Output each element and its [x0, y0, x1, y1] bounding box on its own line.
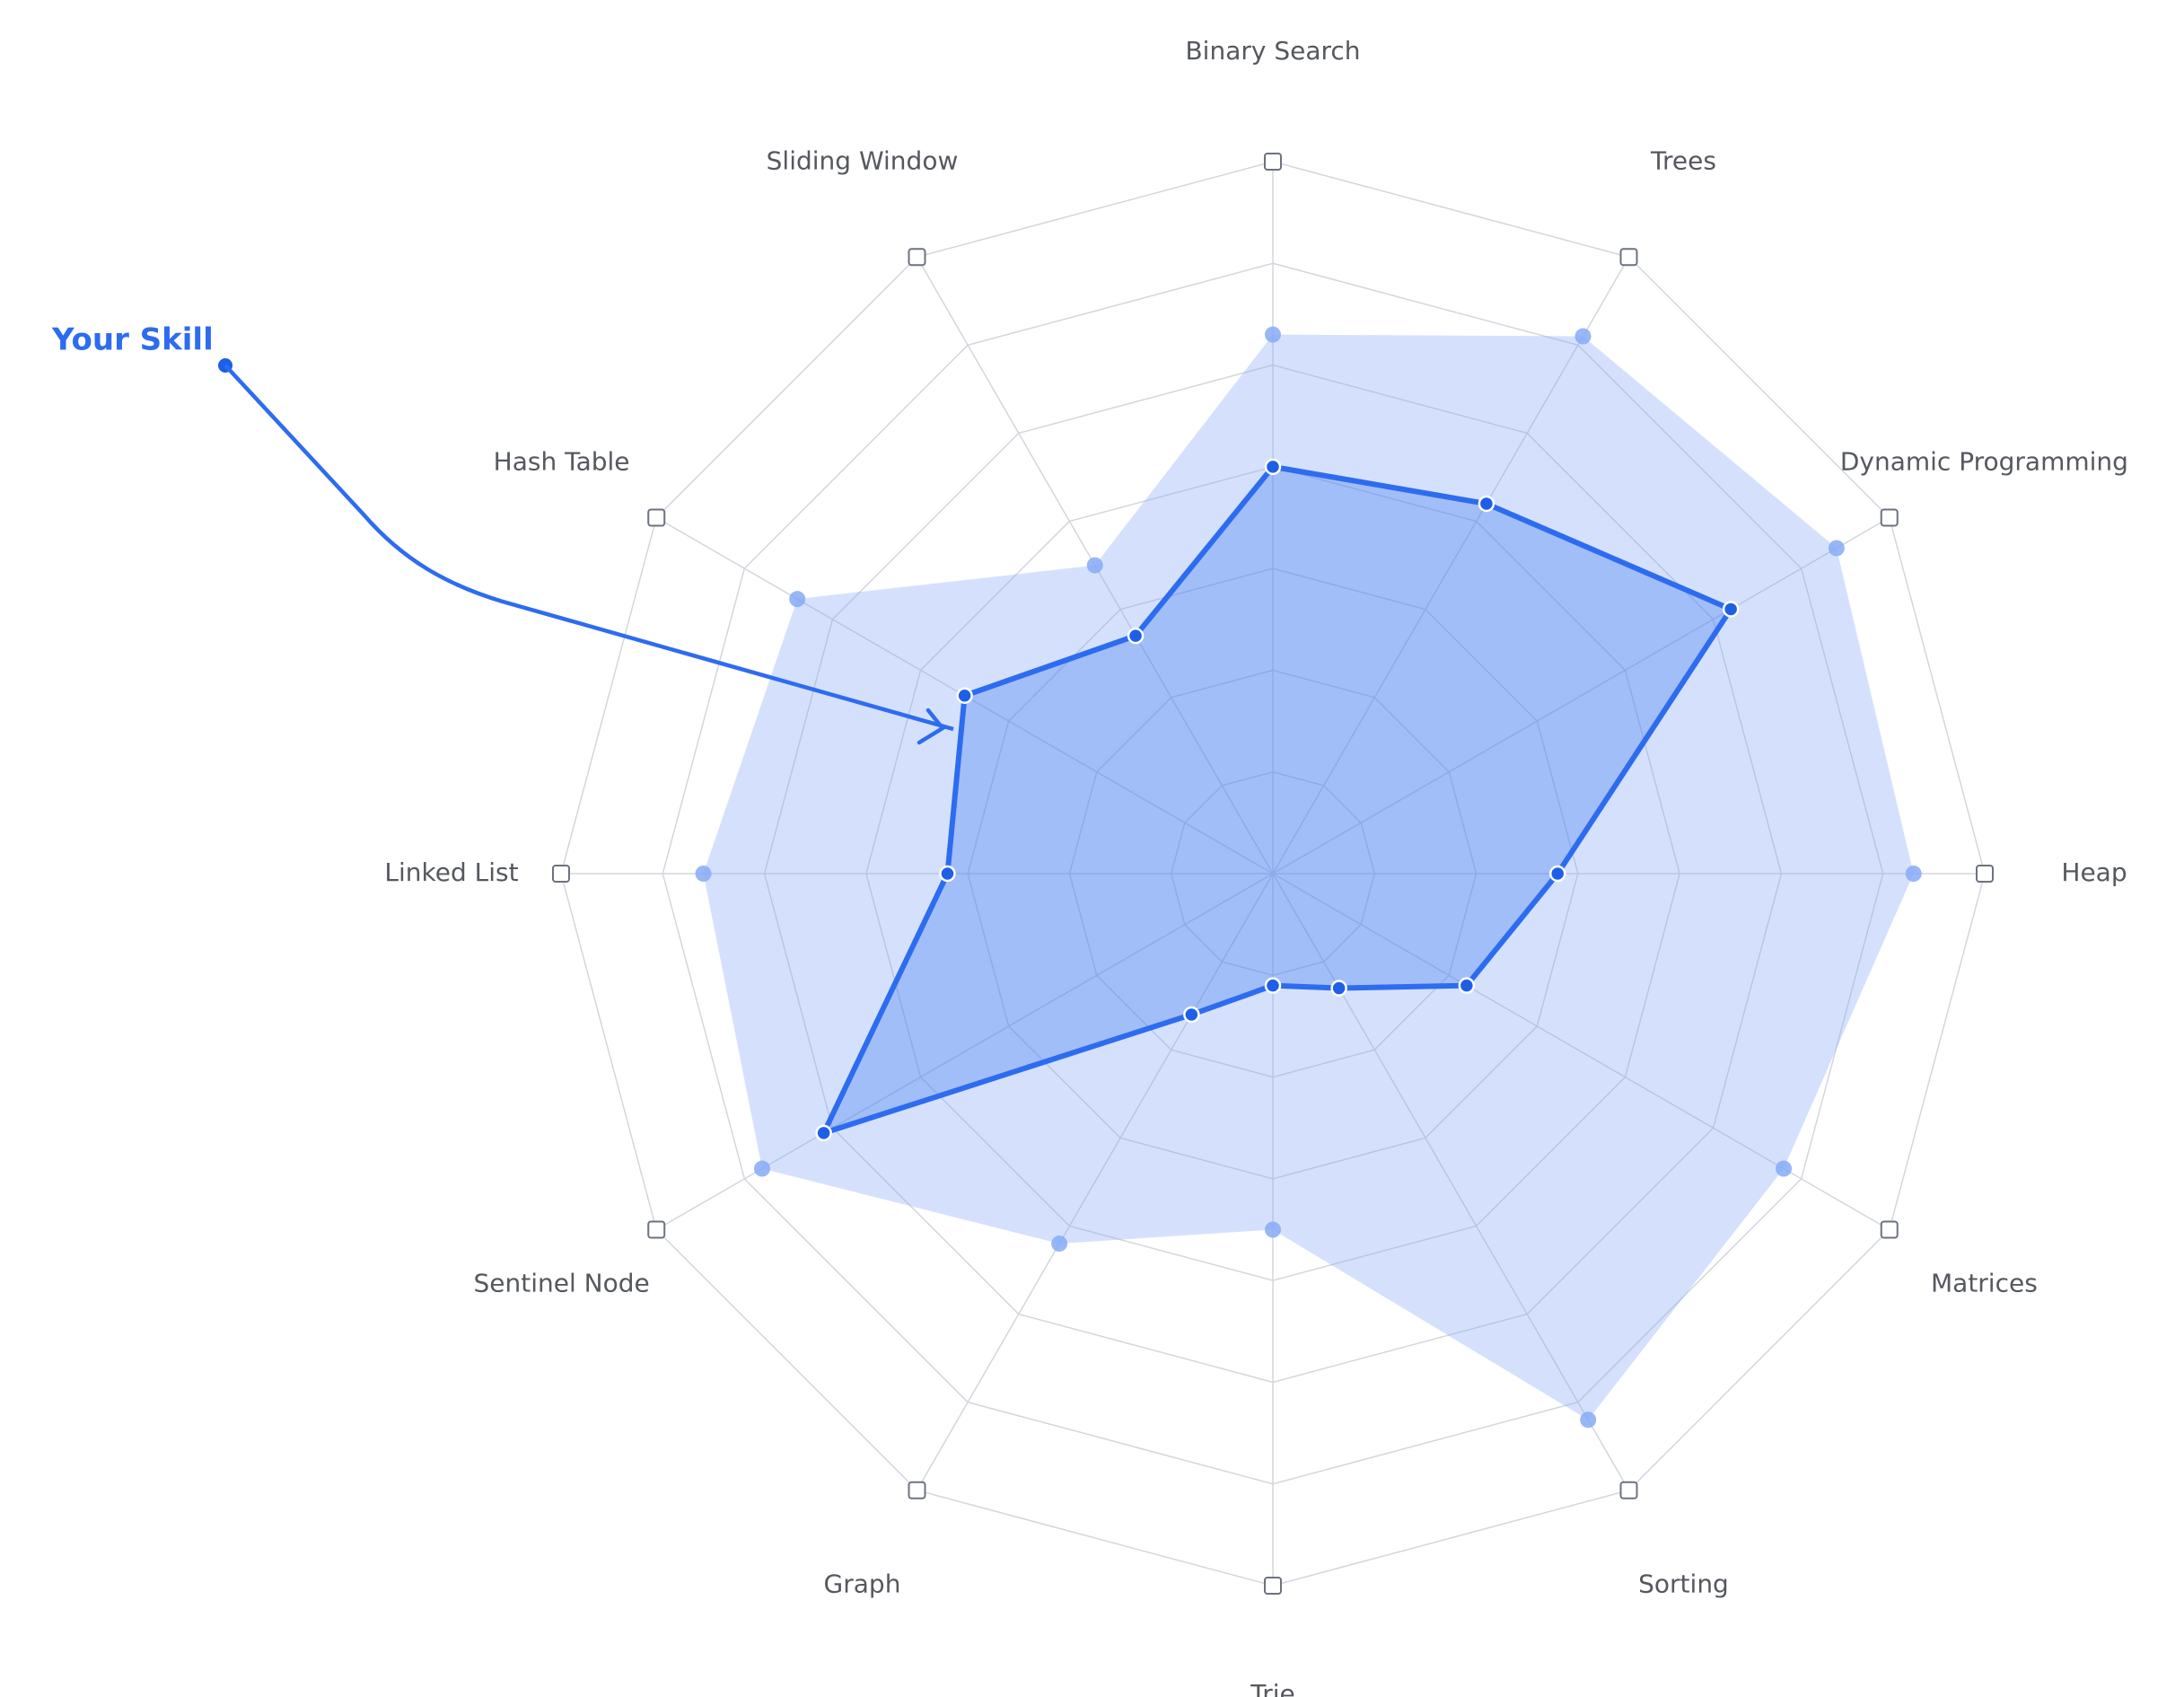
axis-handle	[1976, 865, 1994, 883]
skill-point	[939, 865, 956, 883]
skill-point	[1548, 865, 1566, 883]
skill-point	[1458, 977, 1476, 994]
axis-label: Hash Table	[494, 447, 630, 477]
axis-label: Matrices	[1931, 1269, 2038, 1298]
axis-label: Sliding Window	[767, 146, 959, 176]
axis-handle	[1264, 153, 1282, 171]
arrow-head	[917, 708, 946, 745]
skill-point	[1722, 601, 1740, 618]
axis-handle	[552, 865, 570, 883]
area-point	[1776, 1160, 1793, 1177]
axis-handle	[647, 508, 666, 527]
skill-point	[1264, 458, 1282, 476]
axis-label: Graph	[824, 1569, 901, 1598]
axis-line	[1272, 256, 1630, 875]
area-polygon	[703, 334, 1914, 1420]
area-point	[1905, 866, 1922, 882]
axis-label: Sentinel Node	[473, 1269, 649, 1298]
axis-handle	[1264, 1577, 1282, 1595]
axis-line	[1272, 516, 1890, 875]
axis-label: Trees	[1650, 146, 1716, 176]
area-point	[1828, 540, 1845, 557]
axis-label: Dynamic Programming	[1840, 447, 2128, 477]
axis-handle	[1619, 248, 1638, 267]
axis-label: Sorting	[1638, 1569, 1729, 1598]
area-point	[1051, 1235, 1068, 1253]
axis-handle	[1619, 1481, 1638, 1499]
axis-handle	[1880, 1220, 1899, 1239]
axis-handle	[647, 1220, 666, 1239]
area-point	[789, 591, 806, 608]
axis-handle	[1880, 508, 1899, 527]
area-point	[1580, 1411, 1597, 1429]
axis-label: Linked List	[384, 857, 518, 887]
skill-point	[815, 1124, 832, 1142]
skill-point	[1127, 627, 1145, 645]
skill-point	[1478, 495, 1495, 513]
annotation-arrow	[224, 364, 954, 732]
area-point	[1574, 328, 1592, 345]
area-point	[1265, 1221, 1281, 1238]
area-point	[753, 1160, 770, 1177]
plot	[695, 326, 1922, 1429]
skill-point	[1183, 1006, 1200, 1024]
area-point	[1086, 557, 1103, 574]
axis-line	[1272, 873, 1630, 1491]
area-point	[695, 866, 712, 882]
labels: Binary Search Trees Dynamic Programming Hea…	[384, 36, 2128, 1697]
axis-label: Trie	[1250, 1679, 1295, 1697]
area-point	[1265, 326, 1281, 343]
annotation-label: Your Skill	[51, 322, 214, 358]
skill-point	[1264, 977, 1282, 994]
axis-line	[916, 873, 1274, 1491]
skill-point	[1330, 980, 1347, 997]
skill-point	[956, 687, 973, 704]
axis-label: Heap	[2061, 857, 2127, 887]
axis-handle	[908, 1481, 926, 1499]
axis-handle	[908, 248, 926, 267]
axis-label: Binary Search	[1185, 36, 1360, 66]
